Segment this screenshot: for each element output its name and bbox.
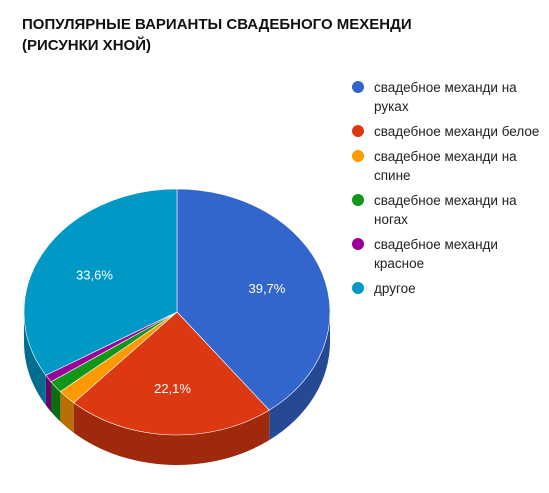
chart-title: ПОПУЛЯРНЫЕ ВАРИАНТЫ СВАДЕБНОГО МЕХЕНДИ (… (22, 16, 412, 54)
legend-label: другое (374, 281, 416, 296)
legend-label: свадебное механди белое (374, 124, 540, 139)
slice-label-0: 39,7% (248, 281, 285, 296)
legend-label: свадебное механди на руках (374, 80, 517, 114)
pie-side-4 (45, 375, 51, 412)
legend-label: свадебное механди на ногах (374, 193, 517, 227)
legend-item[interactable]: свадебное механди на спине (352, 147, 547, 185)
legend-swatch-icon (352, 194, 364, 206)
legend-swatch-icon (352, 150, 364, 162)
pie-side-3 (50, 381, 61, 422)
legend: свадебное механди на руках свадебное меха… (352, 78, 547, 304)
legend-swatch-icon (352, 125, 364, 137)
pie-slice-1[interactable] (73, 311, 270, 436)
legend-swatch-icon (352, 81, 364, 93)
legend-item[interactable]: свадебное механди белое (352, 122, 547, 141)
slice-label-1: 22,1% (154, 381, 191, 396)
legend-swatch-icon (352, 282, 364, 294)
legend-item[interactable]: свадебное механди на руках (352, 78, 547, 116)
legend-label: свадебное механди на спине (374, 149, 517, 183)
pie-slice-0[interactable] (176, 188, 331, 411)
pie-side-1 (73, 402, 270, 466)
legend-item[interactable]: свадебное механди красное (352, 235, 547, 273)
pie-side-0 (269, 312, 330, 441)
pie-side-2 (60, 391, 74, 433)
pie-slice-5[interactable] (23, 188, 178, 376)
legend-item[interactable]: свадебное механди на ногах (352, 191, 547, 229)
legend-swatch-icon (352, 238, 364, 250)
legend-item[interactable]: другое (352, 279, 547, 298)
pie-side-5 (24, 312, 46, 406)
slice-label-5: 33,6% (76, 267, 113, 282)
legend-label: свадебное механди красное (374, 237, 498, 271)
